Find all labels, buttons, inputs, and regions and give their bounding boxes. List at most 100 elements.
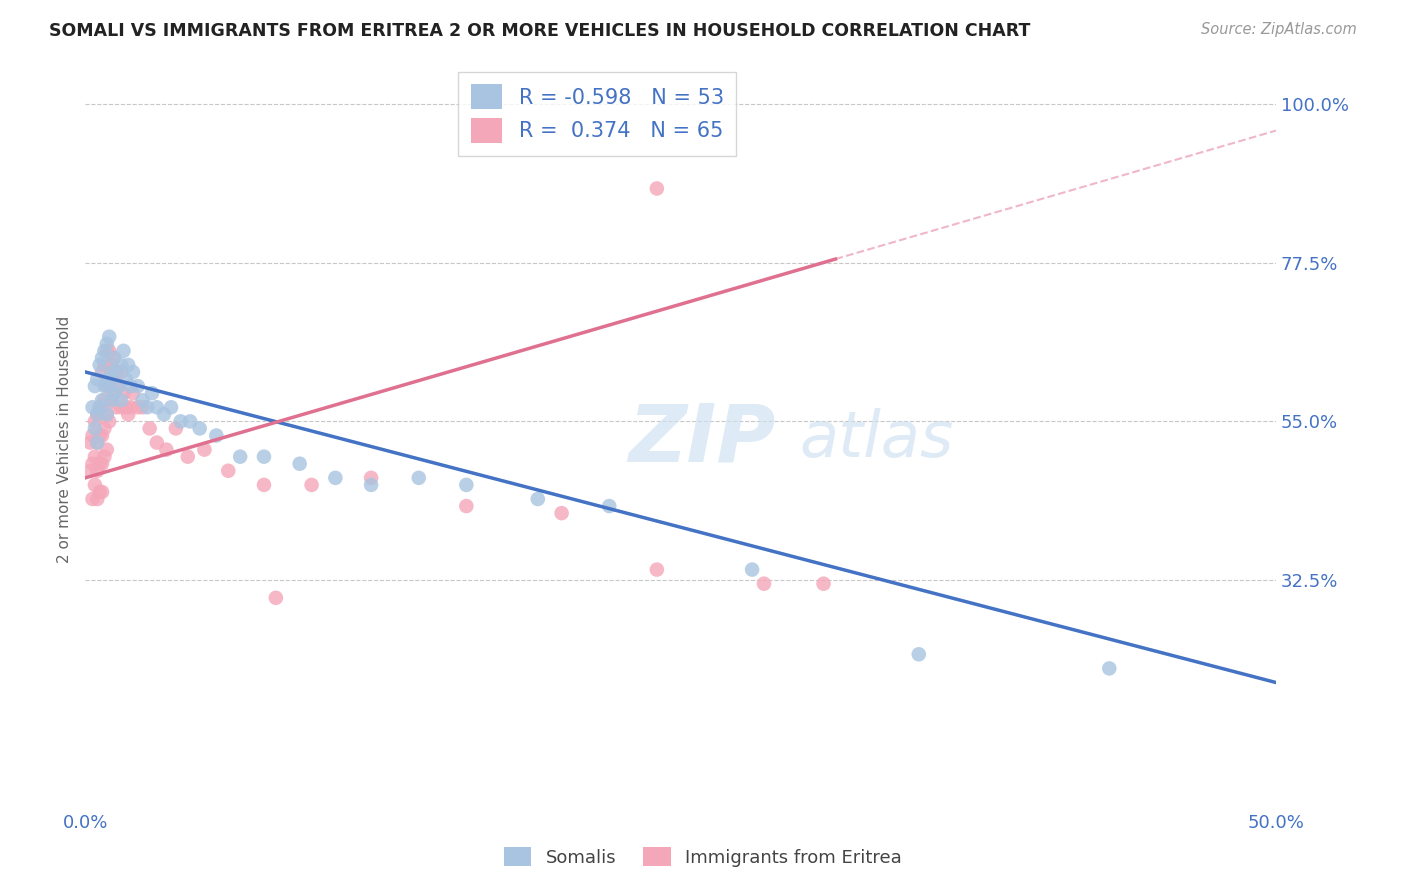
Point — [1098, 661, 1121, 675]
Text: Source: ZipAtlas.com: Source: ZipAtlas.com — [1201, 22, 1357, 37]
Point — [155, 442, 177, 457]
Point — [177, 450, 200, 464]
Point — [598, 499, 620, 513]
Point — [360, 471, 382, 485]
Point — [136, 401, 159, 415]
Point — [98, 343, 121, 358]
Point — [82, 401, 104, 415]
Point — [907, 647, 929, 661]
Point — [146, 401, 169, 415]
Point — [96, 407, 118, 421]
Point — [165, 421, 187, 435]
Point — [120, 379, 142, 393]
Point — [86, 464, 108, 478]
Point — [645, 563, 668, 577]
Point — [93, 450, 115, 464]
Point — [103, 386, 125, 401]
Point — [86, 407, 108, 421]
Point — [89, 358, 111, 372]
Point — [91, 365, 114, 379]
Point — [131, 393, 153, 408]
Point — [89, 457, 111, 471]
Point — [103, 386, 125, 401]
Point — [131, 401, 153, 415]
Point — [115, 372, 138, 386]
Point — [107, 379, 129, 393]
Point — [127, 401, 149, 415]
Point — [98, 414, 121, 428]
Point — [107, 379, 129, 393]
Point — [93, 358, 115, 372]
Point — [645, 181, 668, 195]
Point — [91, 457, 114, 471]
Point — [138, 421, 160, 435]
Point — [82, 457, 104, 471]
Text: SOMALI VS IMMIGRANTS FROM ERITREA 2 OR MORE VEHICLES IN HOUSEHOLD CORRELATION CH: SOMALI VS IMMIGRANTS FROM ERITREA 2 OR M… — [49, 22, 1031, 40]
Point — [96, 379, 118, 393]
Point — [253, 478, 276, 492]
Point — [127, 379, 149, 393]
Point — [82, 428, 104, 442]
Point — [93, 421, 115, 435]
Point — [98, 329, 121, 343]
Point — [100, 365, 122, 379]
Point — [100, 358, 122, 372]
Point — [89, 428, 111, 442]
Point — [86, 407, 108, 421]
Point — [96, 407, 118, 421]
Point — [193, 442, 215, 457]
Point — [141, 386, 163, 401]
Point — [146, 435, 169, 450]
Point — [91, 401, 114, 415]
Y-axis label: 2 or more Vehicles in Household: 2 or more Vehicles in Household — [58, 316, 72, 563]
Point — [96, 442, 118, 457]
Point — [408, 471, 430, 485]
Point — [86, 435, 108, 450]
Point — [83, 450, 105, 464]
Point — [79, 435, 101, 450]
Point — [86, 435, 108, 450]
Point — [91, 393, 114, 408]
Point — [105, 365, 128, 379]
Legend: Somalis, Immigrants from Eritrea: Somalis, Immigrants from Eritrea — [496, 840, 910, 874]
Point — [205, 428, 228, 442]
Point — [86, 372, 108, 386]
Point — [813, 576, 835, 591]
Point — [217, 464, 239, 478]
Point — [110, 365, 132, 379]
Point — [91, 351, 114, 365]
Point — [550, 506, 572, 520]
Point — [360, 478, 382, 492]
Point — [79, 464, 101, 478]
Point — [96, 343, 118, 358]
Point — [91, 485, 114, 500]
Point — [86, 491, 108, 506]
Point — [153, 407, 176, 421]
Point — [105, 401, 128, 415]
Point — [527, 491, 550, 506]
Point — [83, 414, 105, 428]
Point — [110, 393, 132, 408]
Point — [96, 372, 118, 386]
Point — [98, 379, 121, 393]
Point — [456, 499, 478, 513]
Point — [115, 401, 138, 415]
Point — [169, 414, 191, 428]
Text: ZIP: ZIP — [628, 400, 776, 478]
Point — [93, 343, 115, 358]
Point — [103, 351, 125, 365]
Point — [83, 421, 105, 435]
Point — [89, 401, 111, 415]
Point — [100, 393, 122, 408]
Point — [100, 393, 122, 408]
Point — [253, 450, 276, 464]
Point — [122, 386, 145, 401]
Point — [93, 393, 115, 408]
Point — [120, 401, 142, 415]
Point — [325, 471, 347, 485]
Point — [117, 358, 139, 372]
Point — [83, 478, 105, 492]
Point — [179, 414, 201, 428]
Point — [264, 591, 287, 605]
Point — [82, 491, 104, 506]
